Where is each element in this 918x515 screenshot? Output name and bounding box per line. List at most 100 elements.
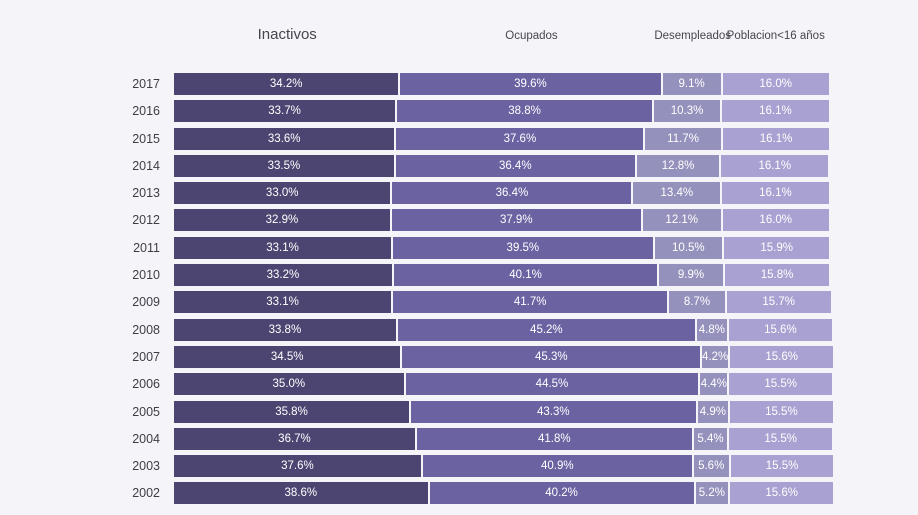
year-row: 2002 38.6% 40.2% 5.2% 15.6% [0, 482, 918, 505]
bar-segment-desempleados[interactable]: 12.1% [642, 209, 723, 232]
bar-segment-inactivos[interactable]: 34.2% [174, 73, 401, 95]
bar-segment-desempleados[interactable]: 4.9% [697, 400, 731, 423]
bar-segment-value-label: 15.6% [764, 323, 797, 336]
bar-segment-value-label: 16.1% [759, 105, 792, 118]
bar-segment-ocupados[interactable]: 45.2% [397, 318, 697, 341]
stacked-bar: 33.1% 39.5% 10.5% 15.9% [174, 236, 830, 259]
bar-segment-ocupados[interactable]: 40.9% [422, 455, 694, 478]
bar-segment-ocupados[interactable]: 37.9% [391, 209, 643, 232]
bar-segment-inactivos[interactable]: 33.7% [174, 100, 398, 123]
bar-segment-ocupados[interactable]: 38.8% [397, 100, 654, 123]
bar-segment-desempleados[interactable]: 4.2% [702, 345, 731, 368]
bar-segment-poblacion-16-a-os[interactable]: 16.0% [722, 209, 829, 232]
bar-segment-inactivos[interactable]: 33.1% [174, 236, 394, 259]
bar-segment-ocupados[interactable]: 39.5% [393, 236, 655, 259]
bar-segment-poblacion-16-a-os[interactable]: 15.7% [726, 291, 831, 314]
bar-segment-poblacion-16-a-os[interactable]: 15.6% [730, 482, 834, 505]
bar-segment-value-label: 9.1% [678, 78, 705, 90]
bar-segment-value-label: 33.1% [266, 296, 299, 309]
stacked-bar: 33.1% 41.7% 8.7% 15.7% [174, 291, 831, 314]
bar-segment-value-label: 12.8% [661, 159, 695, 172]
bar-segment-value-label: 41.8% [538, 432, 571, 445]
bar-segment-poblacion-16-a-os[interactable]: 15.5% [730, 455, 834, 478]
bar-segment-inactivos[interactable]: 33.8% [174, 318, 398, 341]
stacked-bar: 33.2% 40.1% 9.9% 15.8% [174, 264, 830, 287]
bar-segment-desempleados[interactable]: 13.4% [633, 182, 723, 205]
bar-segment-desempleados[interactable]: 8.7% [669, 291, 727, 314]
bar-segment-desempleados[interactable]: 10.3% [653, 100, 723, 123]
stacked-bar: 35.0% 44.5% 4.4% 15.5% [174, 373, 832, 396]
bar-segment-inactivos[interactable]: 38.6% [174, 482, 430, 505]
bar-segment-poblacion-16-a-os[interactable]: 15.9% [724, 236, 830, 259]
bar-segment-poblacion-16-a-os[interactable]: 16.1% [722, 182, 829, 205]
bar-segment-poblacion-16-a-os[interactable]: 16.1% [722, 127, 830, 150]
bar-segment-desempleados[interactable]: 12.8% [636, 154, 722, 177]
bar-segment-value-label: 36.4% [495, 187, 529, 200]
bar-segment-value-label: 4.2% [702, 350, 729, 363]
bar-segment-ocupados[interactable]: 39.6% [400, 73, 663, 95]
bar-segment-inactivos[interactable]: 35.0% [174, 373, 406, 396]
bar-segment-ocupados[interactable]: 44.5% [405, 373, 701, 396]
bar-segment-desempleados[interactable]: 5.2% [695, 482, 731, 505]
bar-segment-poblacion-16-a-os[interactable]: 16.1% [722, 100, 829, 123]
bar-segment-inactivos[interactable]: 36.7% [174, 427, 417, 450]
bar-segment-value-label: 8.7% [683, 296, 711, 309]
bar-segment-desempleados[interactable]: 5.6% [693, 455, 731, 478]
bar-segment-poblacion-16-a-os[interactable]: 15.5% [729, 373, 832, 396]
bar-segment-ocupados[interactable]: 37.6% [396, 127, 646, 150]
bar-segment-poblacion-16-a-os[interactable]: 15.5% [730, 400, 833, 423]
bar-segment-value-label: 16.1% [759, 187, 792, 200]
bar-segment-ocupados[interactable]: 36.4% [395, 154, 637, 177]
bar-segment-desempleados[interactable]: 9.1% [662, 73, 723, 95]
year-row: 2010 33.2% 40.1% 9.9% 15.8% [0, 264, 918, 287]
bar-segment-value-label: 39.6% [514, 78, 547, 90]
bar-segment-ocupados[interactable]: 45.3% [402, 345, 703, 368]
bar-segment-ocupados[interactable]: 40.1% [393, 264, 660, 287]
bar-segment-poblacion-16-a-os[interactable]: 15.6% [728, 318, 832, 341]
bar-segment-ocupados[interactable]: 40.2% [429, 482, 696, 505]
bar-segment-desempleados[interactable]: 4.8% [696, 318, 729, 341]
bar-segment-inactivos[interactable]: 33.5% [174, 154, 396, 177]
year-tick-label: 2010 [132, 268, 160, 283]
bar-segment-desempleados[interactable]: 5.4% [693, 427, 730, 450]
bar-segment-ocupados[interactable]: 43.3% [410, 400, 698, 423]
bar-segment-value-label: 33.0% [265, 187, 299, 200]
bar-segment-value-label: 35.0% [272, 378, 306, 391]
bar-segment-desempleados[interactable]: 4.4% [700, 373, 730, 396]
bar-segment-poblacion-16-a-os[interactable]: 16.0% [722, 73, 829, 95]
bar-segment-inactivos[interactable]: 34.5% [174, 345, 403, 368]
bar-segment-value-label: 40.9% [540, 460, 574, 473]
bar-segment-desempleados[interactable]: 11.7% [645, 127, 723, 150]
bar-segment-poblacion-16-a-os[interactable]: 16.1% [721, 154, 829, 177]
stacked-bar: 32.9% 37.9% 12.1% 16.0% [174, 209, 829, 232]
bar-segment-inactivos[interactable]: 32.9% [174, 209, 392, 232]
year-tick-label: 2002 [132, 486, 160, 501]
bar-segment-desempleados[interactable]: 9.9% [659, 264, 725, 287]
bar-segment-value-label: 15.8% [760, 269, 794, 282]
bar-segment-desempleados[interactable]: 10.5% [654, 236, 725, 259]
bar-segment-poblacion-16-a-os[interactable]: 15.8% [724, 264, 830, 287]
stacked-bar: 33.5% 36.4% 12.8% 16.1% [174, 154, 829, 177]
bar-segment-value-label: 33.6% [267, 132, 301, 145]
bar-segment-inactivos[interactable]: 33.6% [174, 127, 397, 150]
bar-segment-inactivos[interactable]: 37.6% [174, 455, 423, 478]
bar-segment-value-label: 37.6% [503, 132, 537, 145]
stacked-bar: 33.7% 38.8% 10.3% 16.1% [174, 100, 829, 123]
bar-segment-value-label: 33.1% [266, 241, 299, 254]
bar-segment-ocupados[interactable]: 41.8% [416, 427, 694, 450]
bar-segment-poblacion-16-a-os[interactable]: 15.6% [730, 345, 834, 368]
year-tick-label: 2007 [132, 349, 160, 364]
bar-segment-value-label: 4.4% [700, 378, 727, 391]
bar-segment-poblacion-16-a-os[interactable]: 15.5% [729, 427, 832, 450]
column-header-inactivos: Inactivos [257, 26, 317, 43]
bar-segment-inactivos[interactable]: 33.0% [174, 182, 393, 205]
year-tick-label: 2013 [132, 186, 160, 201]
bar-segment-ocupados[interactable]: 41.7% [393, 291, 670, 314]
bar-segment-inactivos[interactable]: 35.8% [174, 400, 411, 423]
bar-segment-inactivos[interactable]: 33.2% [174, 264, 394, 287]
bar-segment-inactivos[interactable]: 33.1% [174, 291, 394, 314]
bar-segment-value-label: 37.9% [499, 214, 533, 227]
bar-segment-value-label: 38.8% [508, 105, 541, 118]
bar-segment-ocupados[interactable]: 36.4% [392, 182, 634, 205]
